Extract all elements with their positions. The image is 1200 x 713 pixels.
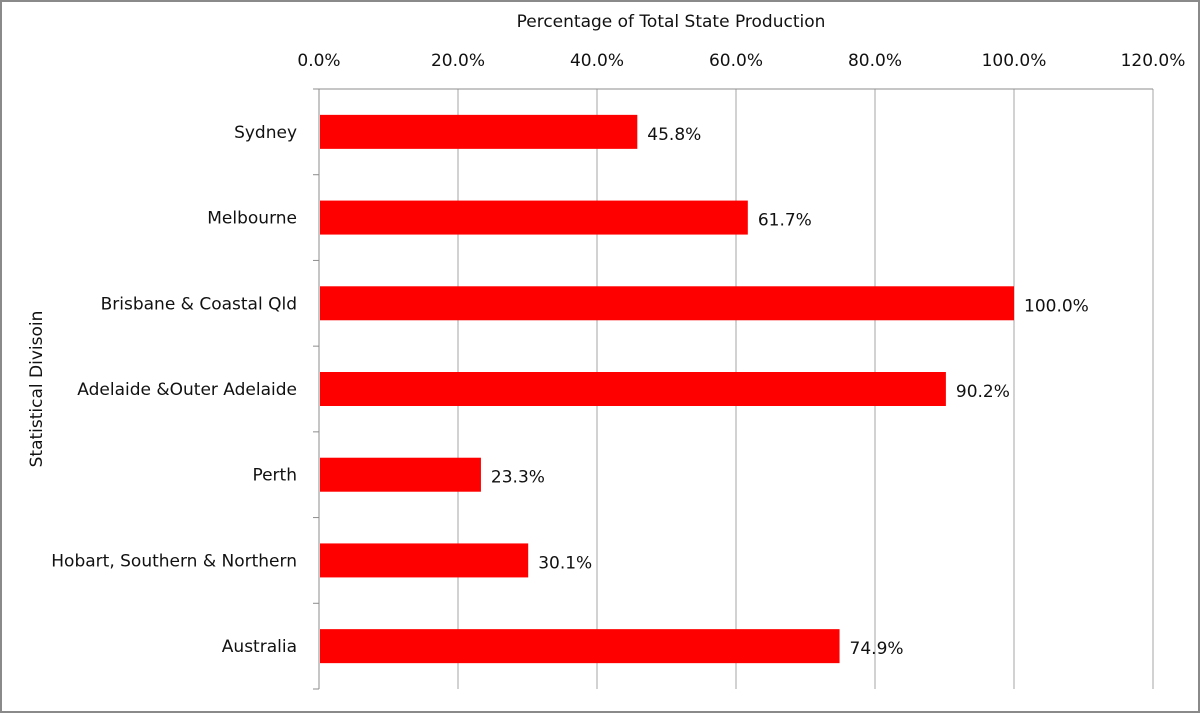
category-label: Brisbane & Coastal Qld	[101, 294, 297, 314]
x-tick-label: 120.0%	[1121, 51, 1186, 71]
category-label: Australia	[222, 637, 297, 657]
bar	[320, 372, 946, 406]
x-tick-label: 0.0%	[297, 51, 340, 71]
x-axis-label: Percentage of Total State Production	[517, 12, 826, 32]
category-label: Adelaide &Outer Adelaide	[77, 380, 297, 400]
x-tick-label: 20.0%	[431, 51, 485, 71]
bars	[320, 114, 1014, 664]
x-tick-label: 100.0%	[982, 51, 1047, 71]
category-labels: Sydney Melbourne Brisbane & Coastal Qld Ade…	[51, 123, 297, 657]
gridlines	[313, 88, 1154, 690]
x-tick-label: 80.0%	[848, 51, 902, 71]
bar	[320, 114, 638, 149]
bar	[320, 457, 481, 492]
data-label: 74.9%	[850, 639, 904, 659]
data-label: 90.2%	[956, 382, 1010, 402]
bar	[320, 543, 529, 578]
bar	[320, 629, 840, 664]
data-label: 45.8%	[647, 125, 701, 145]
data-label: 30.1%	[538, 553, 592, 573]
x-tick-label: 60.0%	[709, 51, 763, 71]
data-labels: 45.8% 61.7% 100.0% 90.2% 23.3% 30.1% 74.9%	[491, 125, 1089, 659]
category-label: Perth	[252, 466, 297, 486]
data-label: 61.7%	[758, 211, 812, 231]
y-axis-label: Statistical Divisoin	[27, 311, 47, 468]
data-label: 23.3%	[491, 468, 545, 488]
data-label: 100.0%	[1024, 296, 1089, 316]
category-label: Sydney	[234, 123, 297, 143]
bar	[320, 286, 1014, 321]
bar	[320, 200, 748, 235]
x-tick-label: 40.0%	[570, 51, 624, 71]
x-tick-labels: 0.0% 20.0% 40.0% 60.0% 80.0% 100.0% 120.0%	[297, 51, 1185, 71]
category-label: Melbourne	[207, 209, 297, 229]
category-label: Hobart, Southern & Northern	[51, 551, 297, 571]
